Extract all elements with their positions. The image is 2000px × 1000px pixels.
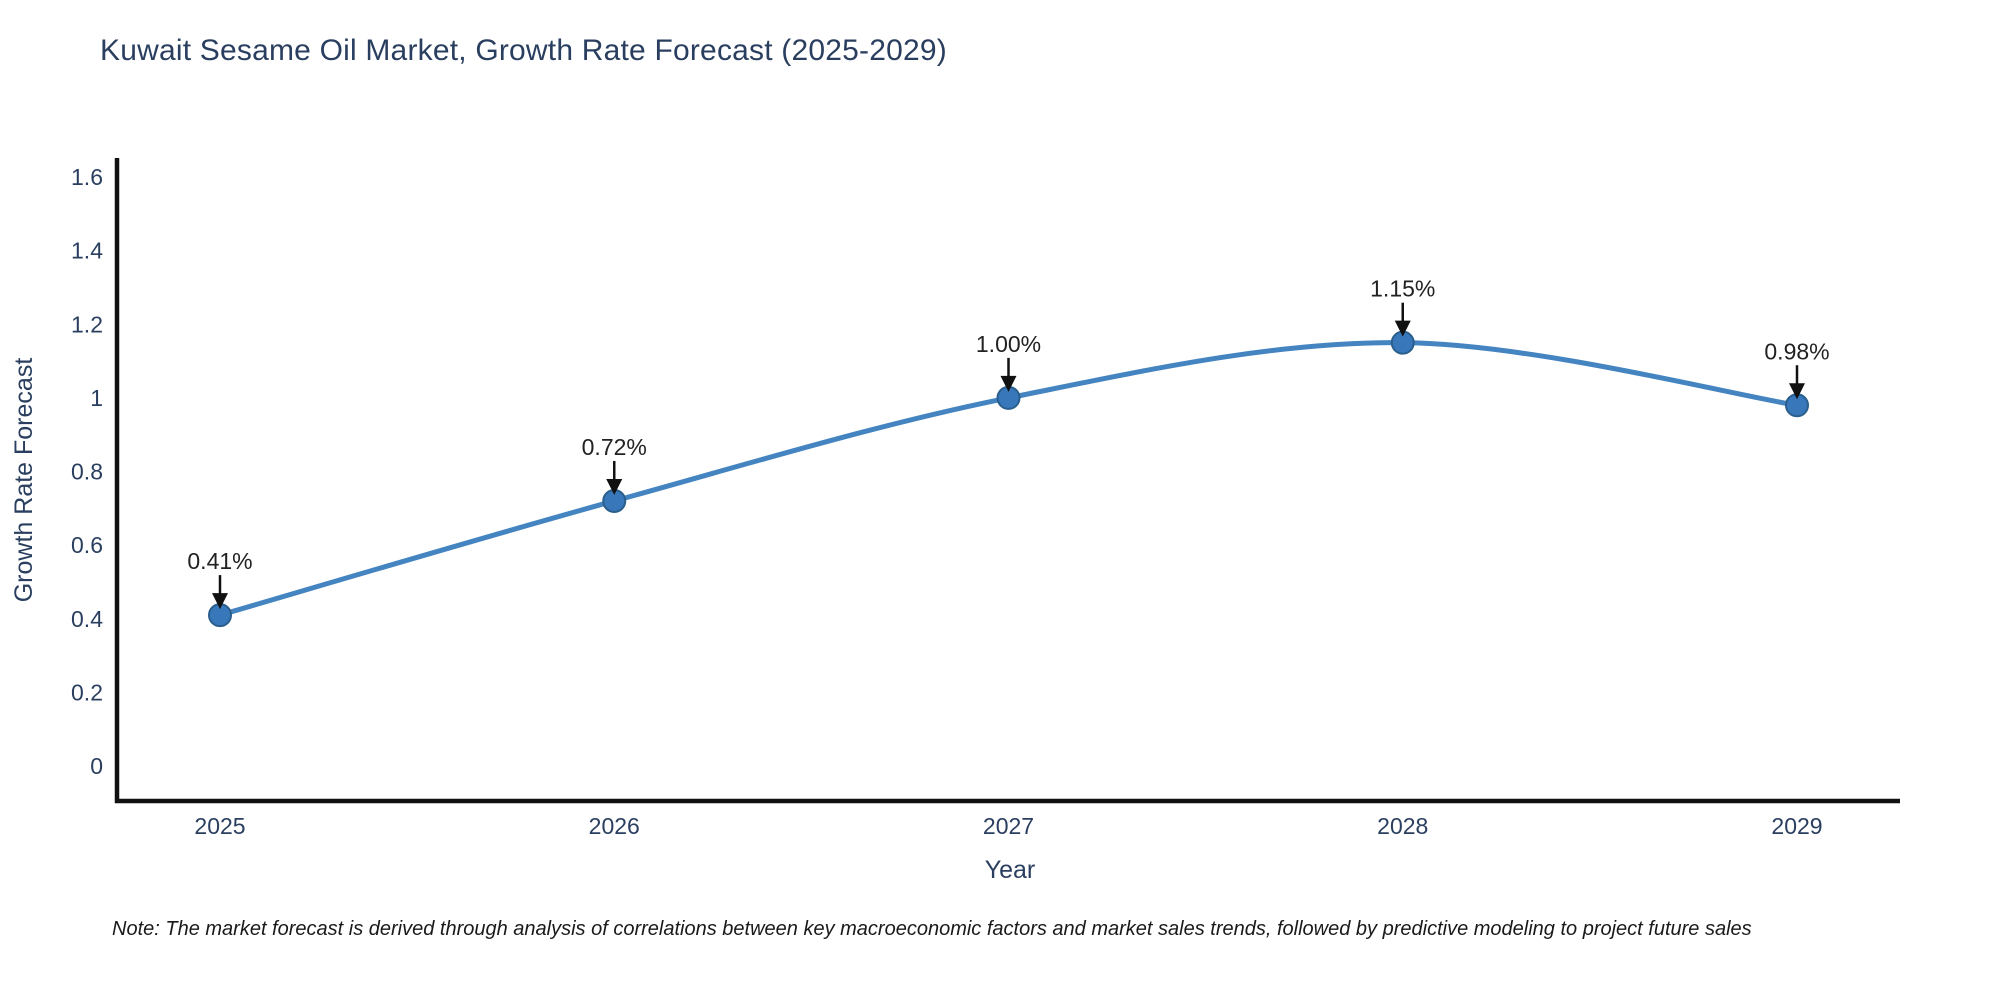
chart-title: Kuwait Sesame Oil Market, Growth Rate Fo…	[100, 34, 947, 67]
annotation-arrowhead	[212, 593, 228, 610]
y-tick-label: 0	[90, 753, 103, 779]
y-axis-title: Growth Rate Forecast	[10, 358, 38, 603]
annotation-arrowhead	[1394, 320, 1411, 337]
point-annotation: 0.41%	[187, 548, 252, 574]
y-tick-label: 0.2	[71, 679, 103, 705]
y-tick-label: 1.4	[71, 238, 103, 264]
annotation-arrowhead	[606, 478, 623, 495]
footnote: Note: The market forecast is derived thr…	[112, 918, 1752, 940]
y-tick-label: 1.6	[71, 164, 103, 190]
x-axis-title: Year	[985, 856, 1036, 884]
y-tick-label: 1.2	[71, 311, 103, 337]
x-tick-label: 2027	[983, 813, 1034, 839]
x-tick-label: 2026	[589, 813, 640, 839]
annotation-arrowhead	[1789, 383, 1805, 400]
x-tick-label: 2029	[1771, 813, 1822, 839]
annotation-arrowhead	[1000, 375, 1017, 392]
point-annotation: 0.98%	[1764, 338, 1829, 364]
point-annotation: 0.72%	[582, 434, 647, 460]
point-annotation: 1.00%	[976, 331, 1041, 357]
axis-lines	[114, 158, 1900, 804]
y-tick-label: 0.8	[71, 459, 103, 485]
point-annotation: 1.15%	[1370, 276, 1435, 302]
x-tick-label: 2025	[194, 813, 245, 839]
x-tick-label: 2028	[1377, 813, 1428, 839]
y-tick-label: 1	[90, 385, 103, 411]
y-tick-label: 0.6	[71, 532, 103, 558]
y-tick-label: 0.4	[71, 606, 103, 632]
